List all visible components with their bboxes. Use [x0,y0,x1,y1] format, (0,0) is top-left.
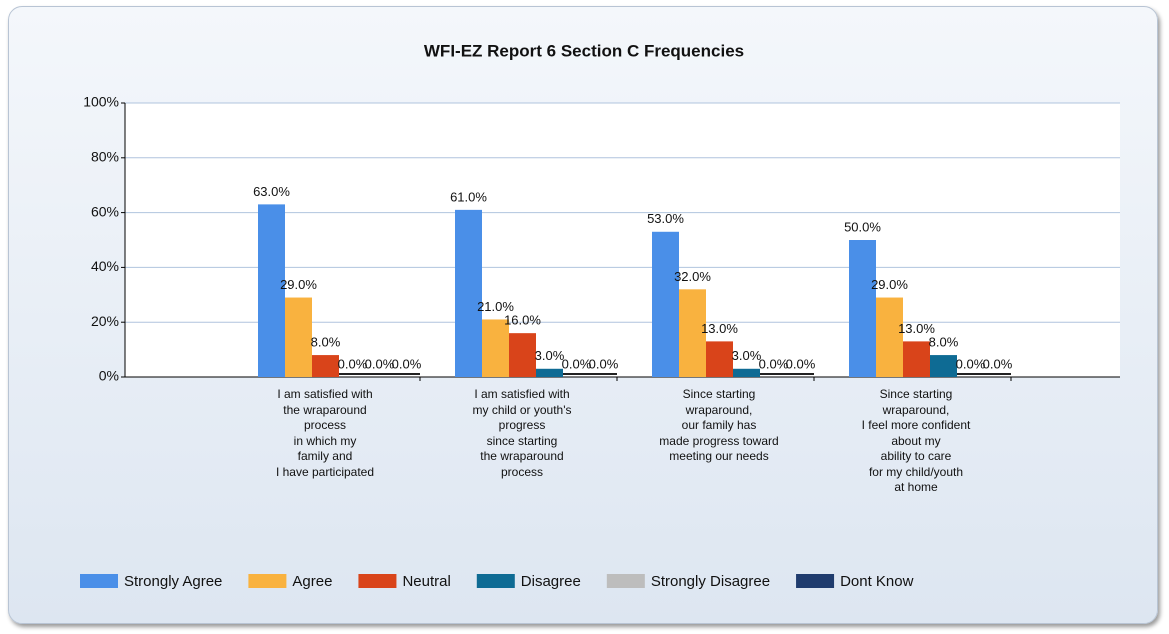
legend-swatch [80,574,118,588]
legend-label: Dont Know [840,573,914,590]
data-label: 0.0% [759,356,789,371]
data-label: 0.0% [365,356,395,371]
y-tick-label: 0% [99,368,119,384]
data-label: 0.0% [589,356,619,371]
bar [258,204,285,377]
bar [482,319,509,377]
y-tick-label: 80% [91,149,119,165]
data-label: 16.0% [504,313,541,328]
data-label: 0.0% [786,356,816,371]
x-tick-label: Since starting wraparound, I feel more c… [861,387,971,494]
data-label: 3.0% [535,348,565,363]
bar [509,333,536,377]
legend-swatch [796,574,835,588]
chart-title: WFI-EZ Report 6 Section C Frequencies [424,41,744,60]
data-label: 8.0% [929,335,959,350]
data-label: 29.0% [871,277,908,292]
data-label: 3.0% [732,348,762,363]
legend-label: Agree [292,573,332,590]
data-label: 32.0% [674,269,711,284]
data-label: 29.0% [280,277,317,292]
bar [312,355,339,377]
data-label: 50.0% [844,219,881,234]
bar [733,368,760,377]
legend-label: Strongly Agree [124,573,222,590]
bar [536,368,563,377]
data-label: 53.0% [647,211,684,226]
bar [903,341,930,377]
data-label: 8.0% [311,335,341,350]
data-label: 13.0% [898,321,935,336]
data-label: 0.0% [983,356,1013,371]
legend-swatch [358,574,397,588]
data-label: 0.0% [392,356,422,371]
legend-swatch [476,574,515,588]
y-tick-label: 100% [83,94,119,110]
x-tick-label: I am satisfied with the wraparound proce… [275,387,375,479]
data-label: 13.0% [701,321,738,336]
legend-swatch [606,574,645,588]
data-label: 0.0% [956,356,986,371]
data-label: 0.0% [562,356,592,371]
y-tick-label: 60% [91,203,119,219]
data-label: 0.0% [338,356,368,371]
legend-label: Disagree [521,573,581,590]
bar [455,209,482,377]
bar [285,297,312,377]
data-label: 21.0% [477,299,514,314]
data-label: 61.0% [450,189,487,204]
data-label: 63.0% [253,184,290,199]
legend-label: Strongly Disagree [651,573,770,590]
y-tick-label: 40% [91,258,119,274]
bar [876,297,903,377]
x-tick-label: I am satisfied with my child or youth's … [472,387,572,479]
legend-label: Neutral [402,573,450,590]
legend-swatch [248,574,287,588]
bar [706,341,733,377]
bar [679,289,706,377]
y-tick-label: 20% [91,313,119,329]
bar [652,231,679,377]
bar [930,355,957,377]
x-tick-label: Since starting wraparound, our family ha… [659,387,779,463]
bar [849,240,876,377]
